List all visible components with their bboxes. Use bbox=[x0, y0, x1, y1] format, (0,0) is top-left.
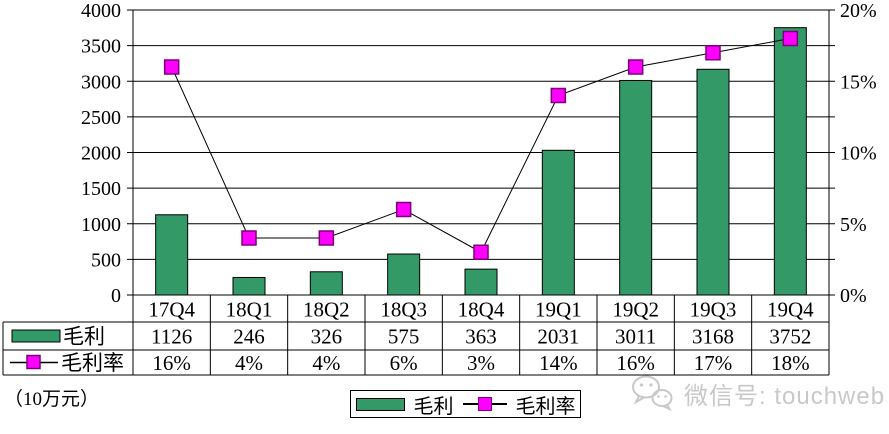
y-right-tick-label: 10% bbox=[840, 143, 877, 165]
table-cell-gross-profit: 326 bbox=[311, 324, 343, 348]
gross-profit-bar-18Q2 bbox=[309, 271, 343, 296]
category-label: 19Q1 bbox=[535, 297, 582, 321]
watermark-text: 微信号: touchweb bbox=[684, 382, 886, 410]
legend: 毛利 毛利率 bbox=[350, 390, 581, 418]
margin-marker-18Q2 bbox=[318, 230, 335, 246]
table-cell-gross-profit: 246 bbox=[233, 324, 265, 348]
table-cell-gross-profit: 3011 bbox=[615, 324, 656, 348]
category-label: 17Q4 bbox=[148, 297, 195, 321]
table-cell-gross-profit: 2031 bbox=[537, 324, 579, 348]
category-label: 18Q3 bbox=[380, 297, 427, 321]
table-key-marker-square bbox=[26, 354, 41, 370]
y-left-tick-label: 3000 bbox=[81, 71, 121, 93]
table-row-label-margin: 毛利率 bbox=[61, 351, 124, 375]
gross-profit-bar-18Q3 bbox=[387, 253, 421, 296]
table-cell-margin: 6% bbox=[390, 351, 418, 375]
category-label: 18Q2 bbox=[303, 297, 350, 321]
table-cell-margin: 3% bbox=[467, 351, 495, 375]
category-label: 18Q4 bbox=[458, 297, 505, 321]
y-left-tick-label: 4000 bbox=[81, 0, 121, 22]
gross-profit-bar-17Q4 bbox=[155, 214, 189, 296]
margin-marker-19Q2 bbox=[627, 59, 644, 75]
y-left-tick-label: 2500 bbox=[81, 107, 121, 129]
table-cell-gross-profit: 575 bbox=[388, 324, 420, 348]
gross-profit-bar-18Q1 bbox=[232, 276, 266, 296]
y-right-tick-label: 15% bbox=[840, 71, 877, 93]
y-right-tick-label: 20% bbox=[840, 0, 877, 22]
table-cell-margin: 16% bbox=[616, 351, 655, 375]
margin-marker-17Q4 bbox=[163, 59, 180, 75]
table-cell-gross-profit: 3752 bbox=[769, 324, 811, 348]
table-key-bar-swatch bbox=[11, 329, 61, 343]
table-cell-gross-profit: 363 bbox=[465, 324, 497, 348]
legend-bar-swatch bbox=[355, 397, 405, 411]
table-cell-margin: 14% bbox=[539, 351, 578, 375]
y-left-tick-label: 2000 bbox=[81, 143, 121, 165]
margin-marker-18Q4 bbox=[473, 244, 489, 260]
gross-profit-bar-18Q4 bbox=[464, 268, 498, 296]
gross-profit-bar-19Q2 bbox=[619, 79, 653, 296]
y-left-tick-label: 1000 bbox=[81, 214, 121, 236]
category-label: 19Q3 bbox=[690, 297, 737, 321]
table-cell-margin: 16% bbox=[152, 351, 191, 375]
y-left-tick-label: 3500 bbox=[81, 36, 121, 58]
table-row-label-gross-profit: 毛利 bbox=[63, 324, 105, 348]
gross-profit-bar-19Q4 bbox=[773, 27, 807, 296]
y-right-tick-label: 0% bbox=[840, 285, 867, 307]
table-cell-gross-profit: 3168 bbox=[692, 324, 734, 348]
gross-profit-bar-19Q1 bbox=[541, 149, 575, 296]
legend-line-marker bbox=[462, 397, 507, 411]
watermark: 微信号: touchweb bbox=[630, 373, 885, 413]
margin-marker-18Q1 bbox=[241, 230, 257, 246]
y-left-tick-label: 500 bbox=[91, 249, 121, 271]
y-right-tick-label: 5% bbox=[840, 214, 867, 236]
table-cell-margin: 17% bbox=[694, 351, 733, 375]
margin-marker-19Q4 bbox=[782, 30, 799, 47]
axis-unit-label: （10万元） bbox=[4, 389, 100, 410]
y-left-tick-label: 0 bbox=[111, 285, 121, 307]
margin-marker-18Q3 bbox=[395, 201, 412, 218]
margin-marker-19Q3 bbox=[705, 45, 721, 61]
table-cell-margin: 4% bbox=[312, 351, 340, 375]
category-label: 19Q2 bbox=[612, 297, 659, 321]
y-left-tick-label: 1500 bbox=[81, 178, 121, 200]
legend-bar-label: 毛利 bbox=[413, 395, 454, 418]
category-label: 18Q1 bbox=[226, 297, 273, 321]
table-cell-margin: 4% bbox=[235, 351, 263, 375]
legend-line-label: 毛利率 bbox=[515, 395, 576, 418]
wechat-icon bbox=[632, 375, 673, 412]
table-cell-gross-profit: 1126 bbox=[151, 324, 192, 348]
margin-marker-19Q1 bbox=[550, 87, 567, 104]
legend-marker-square bbox=[477, 397, 492, 411]
table-cell-margin: 18% bbox=[771, 351, 810, 375]
gross-profit-bar-19Q3 bbox=[696, 68, 730, 296]
category-label: 19Q4 bbox=[767, 297, 814, 321]
